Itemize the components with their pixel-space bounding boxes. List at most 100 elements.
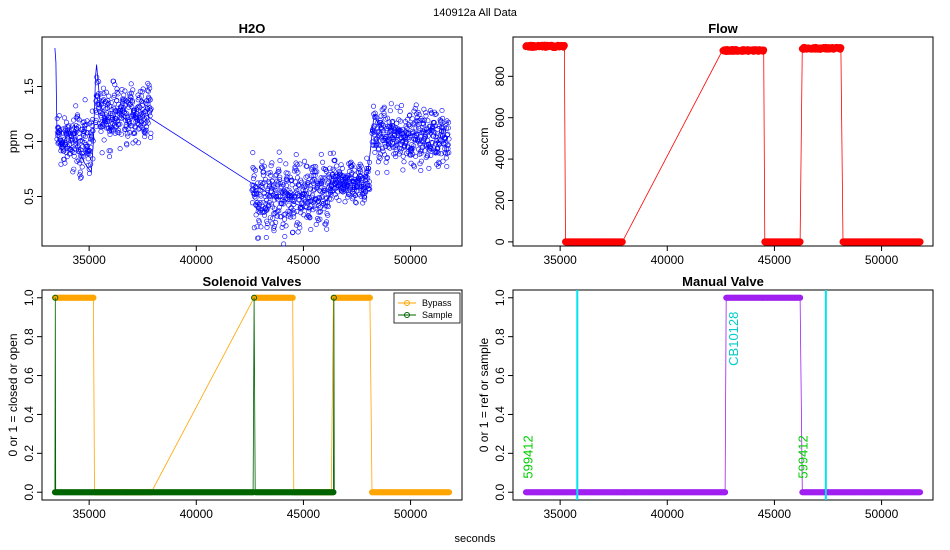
data-point	[139, 89, 145, 95]
data-point	[297, 205, 303, 211]
data-point	[70, 169, 76, 175]
data-point	[269, 185, 275, 191]
data-point	[314, 199, 320, 205]
data-point	[292, 166, 298, 172]
data-point	[366, 159, 372, 165]
data-point	[357, 167, 363, 173]
data-point	[294, 162, 300, 168]
data-point	[85, 162, 91, 168]
y-axis-label: sccm	[477, 128, 491, 156]
data-point	[268, 163, 274, 169]
annotation-label: 599412	[520, 435, 535, 478]
y-tick-label: 0.2	[22, 445, 36, 462]
data-point	[344, 183, 350, 189]
legend: Bypass Sample	[393, 292, 461, 324]
data-point	[77, 169, 83, 175]
data-point	[61, 142, 67, 148]
data-point	[114, 86, 120, 92]
data-point	[80, 154, 86, 160]
data-point	[397, 149, 403, 155]
y-tick-label: 0.6	[493, 367, 507, 384]
data-point	[109, 128, 115, 134]
data-point	[370, 128, 376, 134]
data-point	[422, 148, 428, 154]
data-point	[433, 111, 439, 117]
data-point	[331, 168, 337, 174]
data-point	[262, 177, 268, 183]
data-point	[291, 168, 297, 174]
data-point	[261, 179, 267, 185]
data-point	[99, 111, 105, 117]
data-point	[124, 98, 130, 104]
data-point	[398, 103, 404, 109]
data-point	[325, 212, 331, 218]
data-point	[295, 169, 301, 175]
data-point	[75, 116, 81, 122]
data-point	[69, 137, 75, 143]
chart-title: Flow	[708, 21, 738, 36]
data-point	[305, 198, 311, 204]
data-point	[295, 193, 301, 199]
data-point	[283, 223, 289, 229]
data-point	[148, 135, 154, 141]
series-bypass	[51, 294, 453, 496]
plot-frame	[512, 36, 934, 247]
data-point	[66, 123, 72, 129]
data-point	[254, 224, 260, 230]
data-point	[443, 155, 449, 161]
data-point	[400, 130, 406, 136]
data-point	[442, 146, 448, 152]
series-line	[525, 297, 921, 493]
data-point	[345, 192, 351, 198]
data-point	[362, 194, 368, 200]
data-point	[129, 123, 135, 129]
data-point	[256, 219, 262, 225]
data-point	[267, 194, 273, 200]
data-point	[128, 90, 134, 96]
data-point	[333, 195, 339, 201]
data-point	[399, 146, 405, 152]
data-point	[103, 106, 109, 112]
data-point	[108, 100, 114, 106]
data-point	[105, 118, 111, 124]
data-point	[275, 169, 281, 175]
data-point	[132, 131, 138, 137]
data-point	[380, 145, 386, 151]
data-point	[330, 489, 337, 496]
data-point	[316, 198, 322, 204]
data-point	[376, 146, 382, 152]
x-tick-label: 35000	[543, 253, 577, 267]
data-point	[411, 143, 417, 149]
data-point	[90, 156, 96, 162]
data-point	[439, 108, 445, 114]
chart-flow: Flow 35000 40000 45000 50000 0 200 400 600 800 scc…	[477, 21, 934, 267]
data-point	[62, 160, 68, 166]
data-point	[436, 160, 442, 166]
data-point	[413, 133, 419, 139]
data-point	[388, 101, 394, 107]
data-point	[429, 128, 435, 134]
data-point	[261, 163, 267, 169]
data-point	[267, 170, 273, 176]
data-point	[125, 133, 131, 139]
data-point	[251, 173, 257, 179]
y-tick-label: 0	[493, 238, 507, 245]
data-point	[319, 181, 325, 187]
data-point	[421, 127, 427, 133]
data-point	[147, 85, 153, 91]
data-point	[320, 159, 326, 165]
figure-title: 140912a All Data	[433, 7, 518, 19]
series-line	[525, 42, 921, 243]
data-point	[437, 138, 443, 144]
data-point	[355, 177, 361, 183]
data-point	[98, 91, 104, 97]
data-point	[63, 142, 69, 148]
data-point	[310, 199, 316, 205]
data-point	[79, 164, 85, 170]
data-point	[358, 163, 364, 169]
data-point	[96, 102, 102, 108]
data-point	[100, 98, 106, 104]
data-point	[287, 193, 293, 199]
data-point	[249, 187, 255, 193]
annotation-label: 599412	[796, 435, 811, 478]
